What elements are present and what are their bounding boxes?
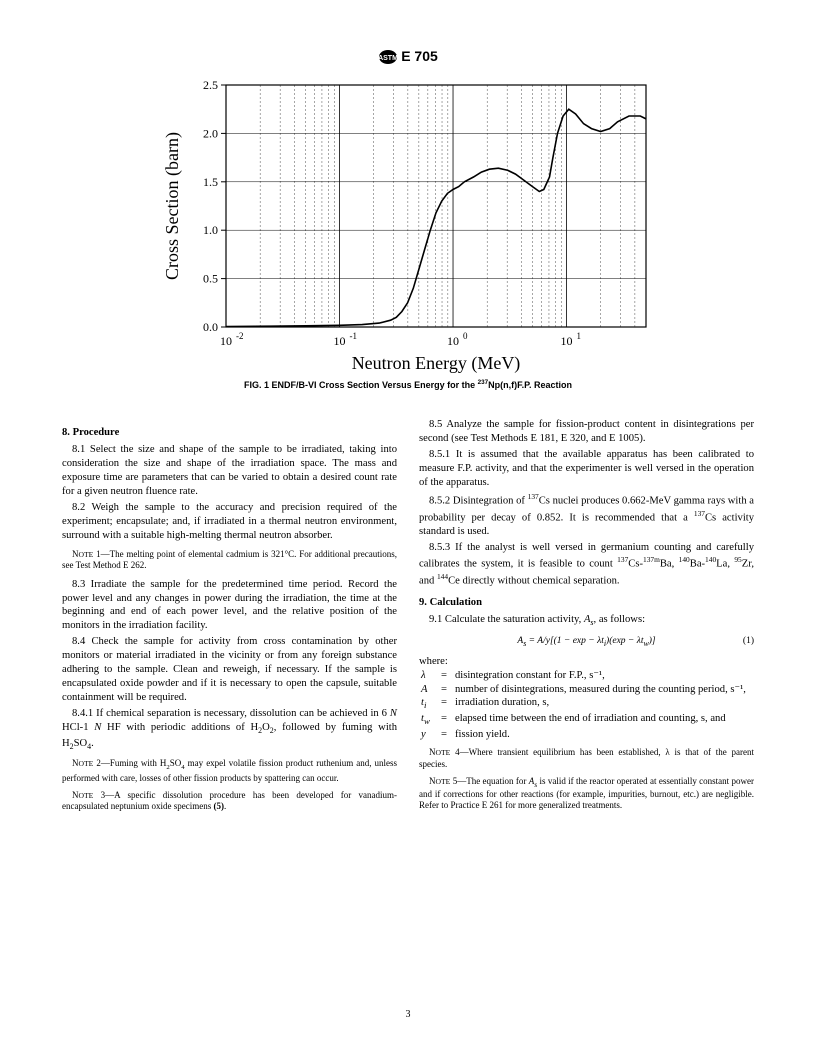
- p-8-5-1: 8.5.1 It is assumed that the available a…: [419, 448, 754, 490]
- where-row: ti=irradiation duration, s,: [419, 696, 754, 712]
- svg-text:10: 10: [334, 334, 346, 348]
- p-8-4: 8.4 Check the sample for activity from c…: [62, 635, 397, 705]
- p-8-4-1: 8.4.1 If chemical separation is necessar…: [62, 707, 397, 752]
- svg-text:2.0: 2.0: [203, 127, 218, 141]
- p-9-1: 9.1 Calculate the saturation activity, A…: [419, 613, 754, 629]
- svg-text:0: 0: [463, 331, 468, 341]
- where-row: tw=elapsed time between the end of irrad…: [419, 712, 754, 728]
- p-8-2: 8.2 Weigh the sample to the accuracy and…: [62, 501, 397, 543]
- where-row: A=number of disintegrations, measured du…: [419, 683, 754, 697]
- svg-text:10: 10: [220, 334, 232, 348]
- p-8-5-2: 8.5.2 Disintegration of 137Cs nuclei pro…: [419, 492, 754, 539]
- cross-section-chart: 0.0 0.5 1.0 1.5 2.0 2.5 10 -2 10 -1 10 0 10 1 Neutron …: [158, 75, 658, 375]
- where-row: y=fission yield.: [419, 728, 754, 742]
- figure-1: 0.0 0.5 1.0 1.5 2.0 2.5 10 -2 10 -1 10 0 10 1 Neutron …: [158, 75, 658, 390]
- p-8-1: 8.1 Select the size and shape of the sam…: [62, 443, 397, 499]
- svg-text:10: 10: [447, 334, 459, 348]
- svg-text:0.0: 0.0: [203, 320, 218, 334]
- svg-text:ASTM: ASTM: [378, 55, 398, 62]
- body-columns: 8. Procedure 8.1 Select the size and sha…: [0, 396, 816, 818]
- p-8-5: 8.5 Analyze the sample for fission-produ…: [419, 418, 754, 446]
- right-column: 8.5 Analyze the sample for fission-produ…: [419, 418, 754, 818]
- note-5: NOTE 5—The equation for As is valid if t…: [419, 776, 754, 812]
- left-column: 8. Procedure 8.1 Select the size and sha…: [62, 418, 397, 818]
- note-2: NOTE 2—Fuming with H2SO4 may expel volat…: [62, 758, 397, 783]
- note-4: NOTE 4—Where transient equilibrium has b…: [419, 747, 754, 770]
- figure-caption: FIG. 1 ENDF/B-VI Cross Section Versus En…: [158, 379, 658, 390]
- page-number: 3: [0, 1009, 816, 1020]
- svg-text:Neutron Energy (MeV): Neutron Energy (MeV): [352, 353, 521, 374]
- section-8-head: 8. Procedure: [62, 426, 397, 440]
- p-8-3: 8.3 Irradiate the sample for the predete…: [62, 578, 397, 634]
- svg-text:-1: -1: [350, 331, 358, 341]
- page-header: ASTM E 705: [0, 0, 816, 65]
- where-row: λ=disintegration constant for F.P., s⁻¹,: [419, 669, 754, 683]
- p-8-5-3: 8.5.3 If the analyst is well versed in g…: [419, 541, 754, 588]
- svg-text:0.5: 0.5: [203, 272, 218, 286]
- svg-text:2.5: 2.5: [203, 78, 218, 92]
- astm-logo: ASTM: [378, 49, 398, 65]
- svg-text:Cross Section (barn): Cross Section (barn): [162, 132, 183, 280]
- svg-text:-2: -2: [236, 331, 244, 341]
- svg-text:1.5: 1.5: [203, 175, 218, 189]
- svg-text:1.0: 1.0: [203, 223, 218, 237]
- note-1: NOTE 1—The melting point of elemental ca…: [62, 549, 397, 572]
- section-9-head: 9. Calculation: [419, 596, 754, 610]
- designation: E 705: [401, 48, 438, 64]
- equation-1: As = A/y[(1 − exp − λti)(exp − λtw)] (1): [419, 635, 754, 649]
- svg-text:1: 1: [577, 331, 582, 341]
- where-block: where: λ=disintegration constant for F.P…: [419, 655, 754, 741]
- svg-text:10: 10: [561, 334, 573, 348]
- note-3: NOTE 3—A specific dissolution procedure …: [62, 790, 397, 813]
